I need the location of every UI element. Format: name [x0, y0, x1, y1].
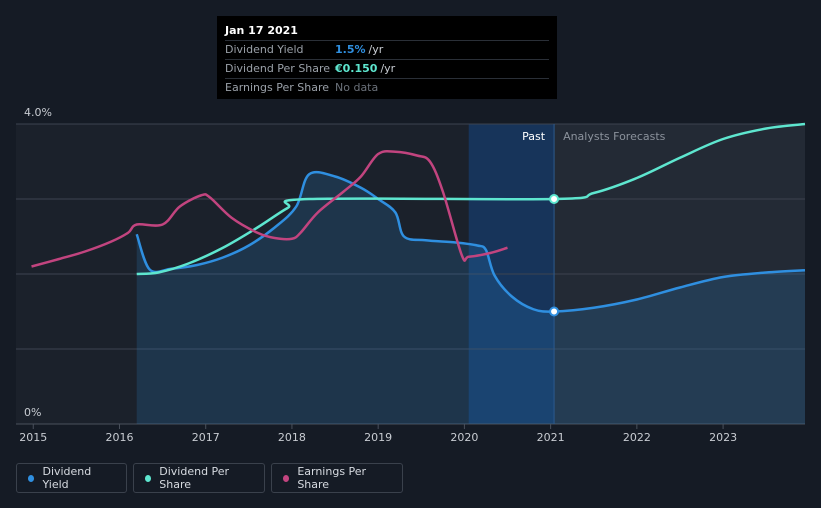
- x-tick-label: 2016: [105, 431, 133, 444]
- legend-dot-icon: [145, 474, 152, 482]
- series-line-dividend-per-share: [136, 122, 806, 276]
- tooltip-label: Dividend Per Share: [225, 62, 331, 75]
- tooltip-row-dividend-yield: Dividend Yield 1.5% /yr: [225, 40, 549, 59]
- tooltip-unit: /yr: [380, 62, 396, 75]
- current-marker: [549, 306, 560, 317]
- current-markers: [549, 194, 560, 317]
- series-line-dividend-yield: [135, 170, 806, 313]
- tooltip-value: €0.150: [335, 62, 378, 75]
- legend-label: Dividend Yield: [42, 465, 92, 491]
- tooltip-row-dividend-per-share: Dividend Per Share €0.150 /yr: [225, 59, 549, 78]
- tooltip-unit: /yr: [368, 43, 384, 56]
- legend-earnings-per-share[interactable]: Earnings Per Share: [271, 463, 403, 493]
- tooltip-row-earnings-per-share: Earnings Per Share No data: [225, 78, 549, 97]
- legend-dot-icon: [283, 474, 290, 482]
- x-tick-label: 2023: [709, 431, 737, 444]
- tooltip-label: Dividend Yield: [225, 43, 304, 56]
- tooltip-label: Earnings Per Share: [225, 81, 330, 94]
- y-tick-label: 0%: [24, 406, 41, 419]
- x-tick-label: 2021: [537, 431, 565, 444]
- x-tick-label: 2018: [278, 431, 306, 444]
- x-axis: 2015 2016 2017 2018 2019 2020 2021 2022 2023: [19, 424, 737, 444]
- x-tick-label: 2015: [19, 431, 47, 444]
- tooltip-date: Jan 17 2021: [225, 24, 298, 37]
- legend-dividend-yield[interactable]: Dividend Yield: [16, 463, 127, 493]
- dividend-yield-area: [136, 172, 805, 424]
- legend-dividend-per-share[interactable]: Dividend Per Share: [133, 463, 265, 493]
- tooltip-no-data: No data: [335, 81, 379, 94]
- series-line-earnings-per-share: [31, 149, 508, 268]
- forecast-label: Analysts Forecasts: [563, 130, 666, 143]
- tooltip: Jan 17 2021 Dividend Yield 1.5% /yr Divi…: [217, 16, 557, 99]
- tooltip-value: 1.5%: [335, 43, 366, 56]
- y-tick-label: 4.0%: [24, 106, 52, 119]
- legend-label: Dividend Per Share: [159, 465, 230, 491]
- x-tick-label: 2020: [450, 431, 478, 444]
- x-tick-label: 2017: [192, 431, 220, 444]
- current-marker: [549, 194, 560, 204]
- y-axis: 4.0% 0%: [24, 106, 52, 419]
- x-tick-label: 2022: [623, 431, 651, 444]
- series-lines: [31, 122, 806, 313]
- legend-dot-icon: [28, 474, 35, 482]
- x-tick-label: 2019: [364, 431, 392, 444]
- legend-label: Earnings Per Share: [297, 465, 367, 491]
- past-label: Past: [522, 130, 546, 143]
